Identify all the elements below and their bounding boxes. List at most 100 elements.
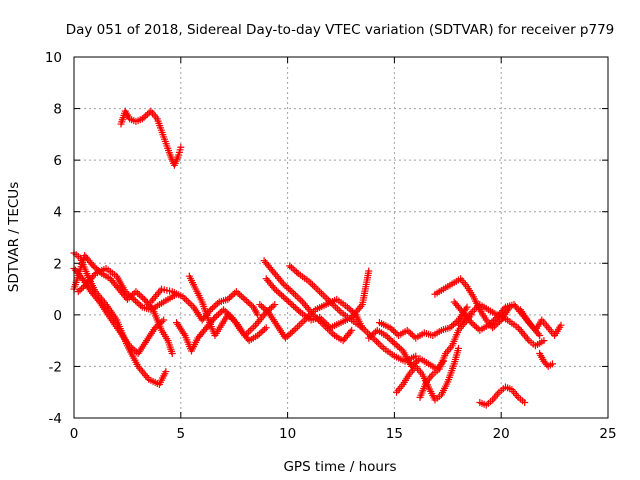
data-point <box>142 372 150 380</box>
data-point <box>220 306 228 314</box>
data-point <box>142 112 150 120</box>
data-point <box>210 315 218 323</box>
x-tick-label: 5 <box>177 426 186 442</box>
data-point <box>405 328 413 336</box>
series-track-s <box>516 306 565 339</box>
data-point <box>346 328 354 336</box>
data-point <box>295 307 303 315</box>
data-point <box>295 321 303 329</box>
data-point <box>271 285 279 293</box>
data-point <box>232 288 240 296</box>
data-point <box>388 325 396 333</box>
data-point <box>354 306 362 314</box>
data-point <box>343 303 351 311</box>
data-point <box>365 267 373 275</box>
data-point <box>394 342 402 350</box>
data-point <box>522 333 530 341</box>
data-point <box>213 312 221 320</box>
data-point <box>224 311 232 319</box>
data-point <box>182 296 190 304</box>
data-point <box>540 337 548 345</box>
data-point <box>454 344 462 352</box>
data-point <box>297 296 305 304</box>
data-point <box>378 343 386 351</box>
data-point <box>411 359 419 367</box>
data-point <box>246 300 254 308</box>
data-point <box>123 295 131 303</box>
data-point <box>284 297 292 305</box>
data-point <box>516 326 524 334</box>
x-tick-label: 20 <box>493 426 510 442</box>
data-point <box>135 291 143 299</box>
data-point <box>385 335 393 343</box>
data-point <box>467 319 475 327</box>
data-point <box>297 319 305 327</box>
data-point <box>139 294 147 302</box>
data-point <box>382 331 390 339</box>
x-axis-label: GPS time / hours <box>283 459 396 475</box>
data-point <box>151 292 159 300</box>
data-point <box>156 287 164 295</box>
data-point <box>259 312 267 320</box>
data-point <box>366 333 374 341</box>
y-tick-label: 6 <box>53 153 62 169</box>
data-point <box>236 291 244 299</box>
data-point <box>267 265 275 273</box>
data-point <box>413 358 421 366</box>
data-point <box>523 335 531 343</box>
data-point <box>448 322 456 330</box>
data-point <box>472 323 480 331</box>
data-point <box>300 300 308 308</box>
data-point <box>286 286 294 294</box>
data-points <box>70 107 565 409</box>
data-point <box>332 303 340 311</box>
data-point <box>137 292 145 300</box>
data-point <box>291 267 299 275</box>
data-point <box>89 262 97 270</box>
data-point <box>368 331 376 339</box>
data-point <box>261 325 269 333</box>
data-point <box>492 321 500 329</box>
data-point <box>469 320 477 328</box>
data-point <box>88 260 96 268</box>
data-point <box>520 331 528 339</box>
data-point <box>153 291 161 299</box>
data-point <box>221 307 229 315</box>
series-track-g <box>185 272 279 339</box>
data-point <box>390 327 398 335</box>
data-point <box>335 307 343 315</box>
data-point <box>132 297 140 305</box>
series-track-t <box>536 350 556 370</box>
data-point <box>287 329 295 337</box>
data-point <box>521 399 529 407</box>
data-point <box>279 293 287 301</box>
y-tick-label: 10 <box>45 50 62 66</box>
data-point <box>255 330 263 338</box>
y-tick-label: 0 <box>53 308 62 324</box>
data-point <box>294 323 302 331</box>
data-point <box>283 296 291 304</box>
data-point <box>243 297 251 305</box>
x-tick-label: 15 <box>386 426 403 442</box>
data-point <box>274 288 282 296</box>
x-tick-label: 25 <box>599 426 616 442</box>
data-point <box>302 302 310 310</box>
data-point <box>229 315 237 323</box>
data-point <box>210 303 218 311</box>
data-point <box>290 302 298 310</box>
data-point <box>177 143 185 151</box>
data-point <box>128 294 136 302</box>
data-point <box>283 283 291 291</box>
data-point <box>269 302 277 310</box>
data-point <box>253 319 261 327</box>
data-point <box>227 314 235 322</box>
chart-title: Day 051 of 2018, Sidereal Day-to-day VTE… <box>66 22 615 38</box>
data-point <box>500 305 508 313</box>
data-point <box>517 327 525 335</box>
data-point <box>471 322 479 330</box>
data-point <box>387 336 395 344</box>
data-point <box>350 309 358 317</box>
data-point <box>259 304 267 312</box>
data-point <box>278 291 286 299</box>
